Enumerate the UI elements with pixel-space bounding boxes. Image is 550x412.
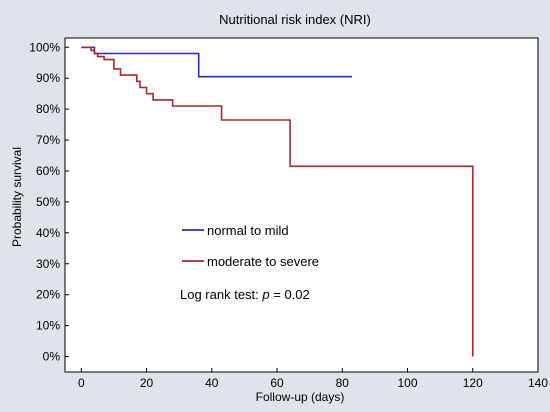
- chart-title: Nutritional risk index (NRI): [219, 12, 371, 27]
- y-tick-label: 20%: [36, 288, 60, 302]
- x-tick-label: 140: [528, 376, 548, 390]
- x-tick-label: 40: [205, 376, 219, 390]
- y-tick-label: 90%: [36, 71, 60, 85]
- x-tick-label: 0: [78, 376, 85, 390]
- y-tick-label: 0%: [43, 350, 61, 364]
- x-axis-label: Follow-up (days): [256, 390, 345, 404]
- y-tick-label: 70%: [36, 133, 60, 147]
- legend-label: moderate to severe: [207, 254, 319, 269]
- x-tick-label: 20: [140, 376, 154, 390]
- annotation-suffix: = 0.02: [270, 287, 310, 302]
- legend: normal to mild moderate to severe: [182, 223, 319, 269]
- x-tick-label: 120: [463, 376, 483, 390]
- y-axis-ticks: 0% 10% 20% 30% 40% 50% 60% 70% 80% 90% 100%: [29, 40, 69, 364]
- x-tick-label: 80: [336, 376, 350, 390]
- series-line-moderate-to-severe: [81, 46, 474, 357]
- series-line-normal-to-mild: [81, 46, 353, 78]
- y-tick-label: 60%: [36, 164, 60, 178]
- x-axis-ticks: 0 20 40 60 80 100 120 140: [78, 368, 548, 390]
- annotation-p-symbol: p: [261, 287, 269, 302]
- x-tick-label: 100: [398, 376, 418, 390]
- survival-curves: [81, 46, 474, 357]
- y-tick-label: 10%: [36, 319, 60, 333]
- annotation-prefix: Log rank test:: [180, 287, 262, 302]
- y-tick-label: 100%: [29, 40, 60, 54]
- y-tick-label: 30%: [36, 257, 60, 271]
- annotation-log-rank: Log rank test: p = 0.02: [180, 287, 310, 302]
- y-tick-label: 50%: [36, 195, 60, 209]
- x-tick-label: 60: [270, 376, 284, 390]
- legend-label: normal to mild: [207, 223, 289, 238]
- y-tick-label: 80%: [36, 102, 60, 116]
- y-axis-label: Probability survival: [10, 147, 24, 247]
- plot-area: [64, 37, 539, 373]
- y-tick-label: 40%: [36, 226, 60, 240]
